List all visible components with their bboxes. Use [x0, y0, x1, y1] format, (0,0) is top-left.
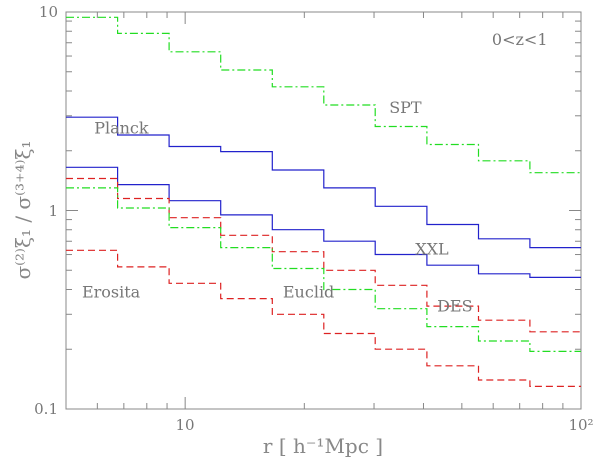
x-tick-label-100: 10² [568, 416, 593, 434]
annotation-planck: Planck [94, 118, 149, 137]
y-tick-label-0.1: 0.1 [34, 400, 58, 418]
annotation-spt: SPT [389, 98, 422, 117]
annotation-des: DES [437, 297, 472, 316]
y-tick-label-10: 10 [39, 3, 58, 21]
y-axis-title: σ⁽²⁾ξ₁ / σ⁽³⁺⁴⁾ξ₁ [11, 140, 35, 279]
annotation-xxl: XXL [415, 240, 449, 259]
series-spt [66, 16, 581, 174]
annotation-0-z-1: 0<z<1 [492, 30, 548, 49]
x-axis-title: r [ h⁻¹Mpc ] [263, 434, 383, 458]
labels: 0<z<1 SPT Planck XXL Euclid DES Erosita [82, 30, 548, 315]
x-tick-label-10: 10 [175, 416, 194, 434]
series-erosita [66, 249, 581, 387]
series-euclid [66, 177, 581, 333]
ticks [65, 11, 582, 410]
series-layer [66, 16, 581, 387]
plot-frame [65, 11, 582, 410]
annotation-erosita: Erosita [82, 282, 141, 301]
series-xxl [66, 166, 581, 278]
y-tick-label-1: 1 [48, 202, 58, 220]
series-des [66, 187, 581, 352]
annotation-euclid: Euclid [283, 282, 334, 301]
series-planck [66, 116, 581, 249]
